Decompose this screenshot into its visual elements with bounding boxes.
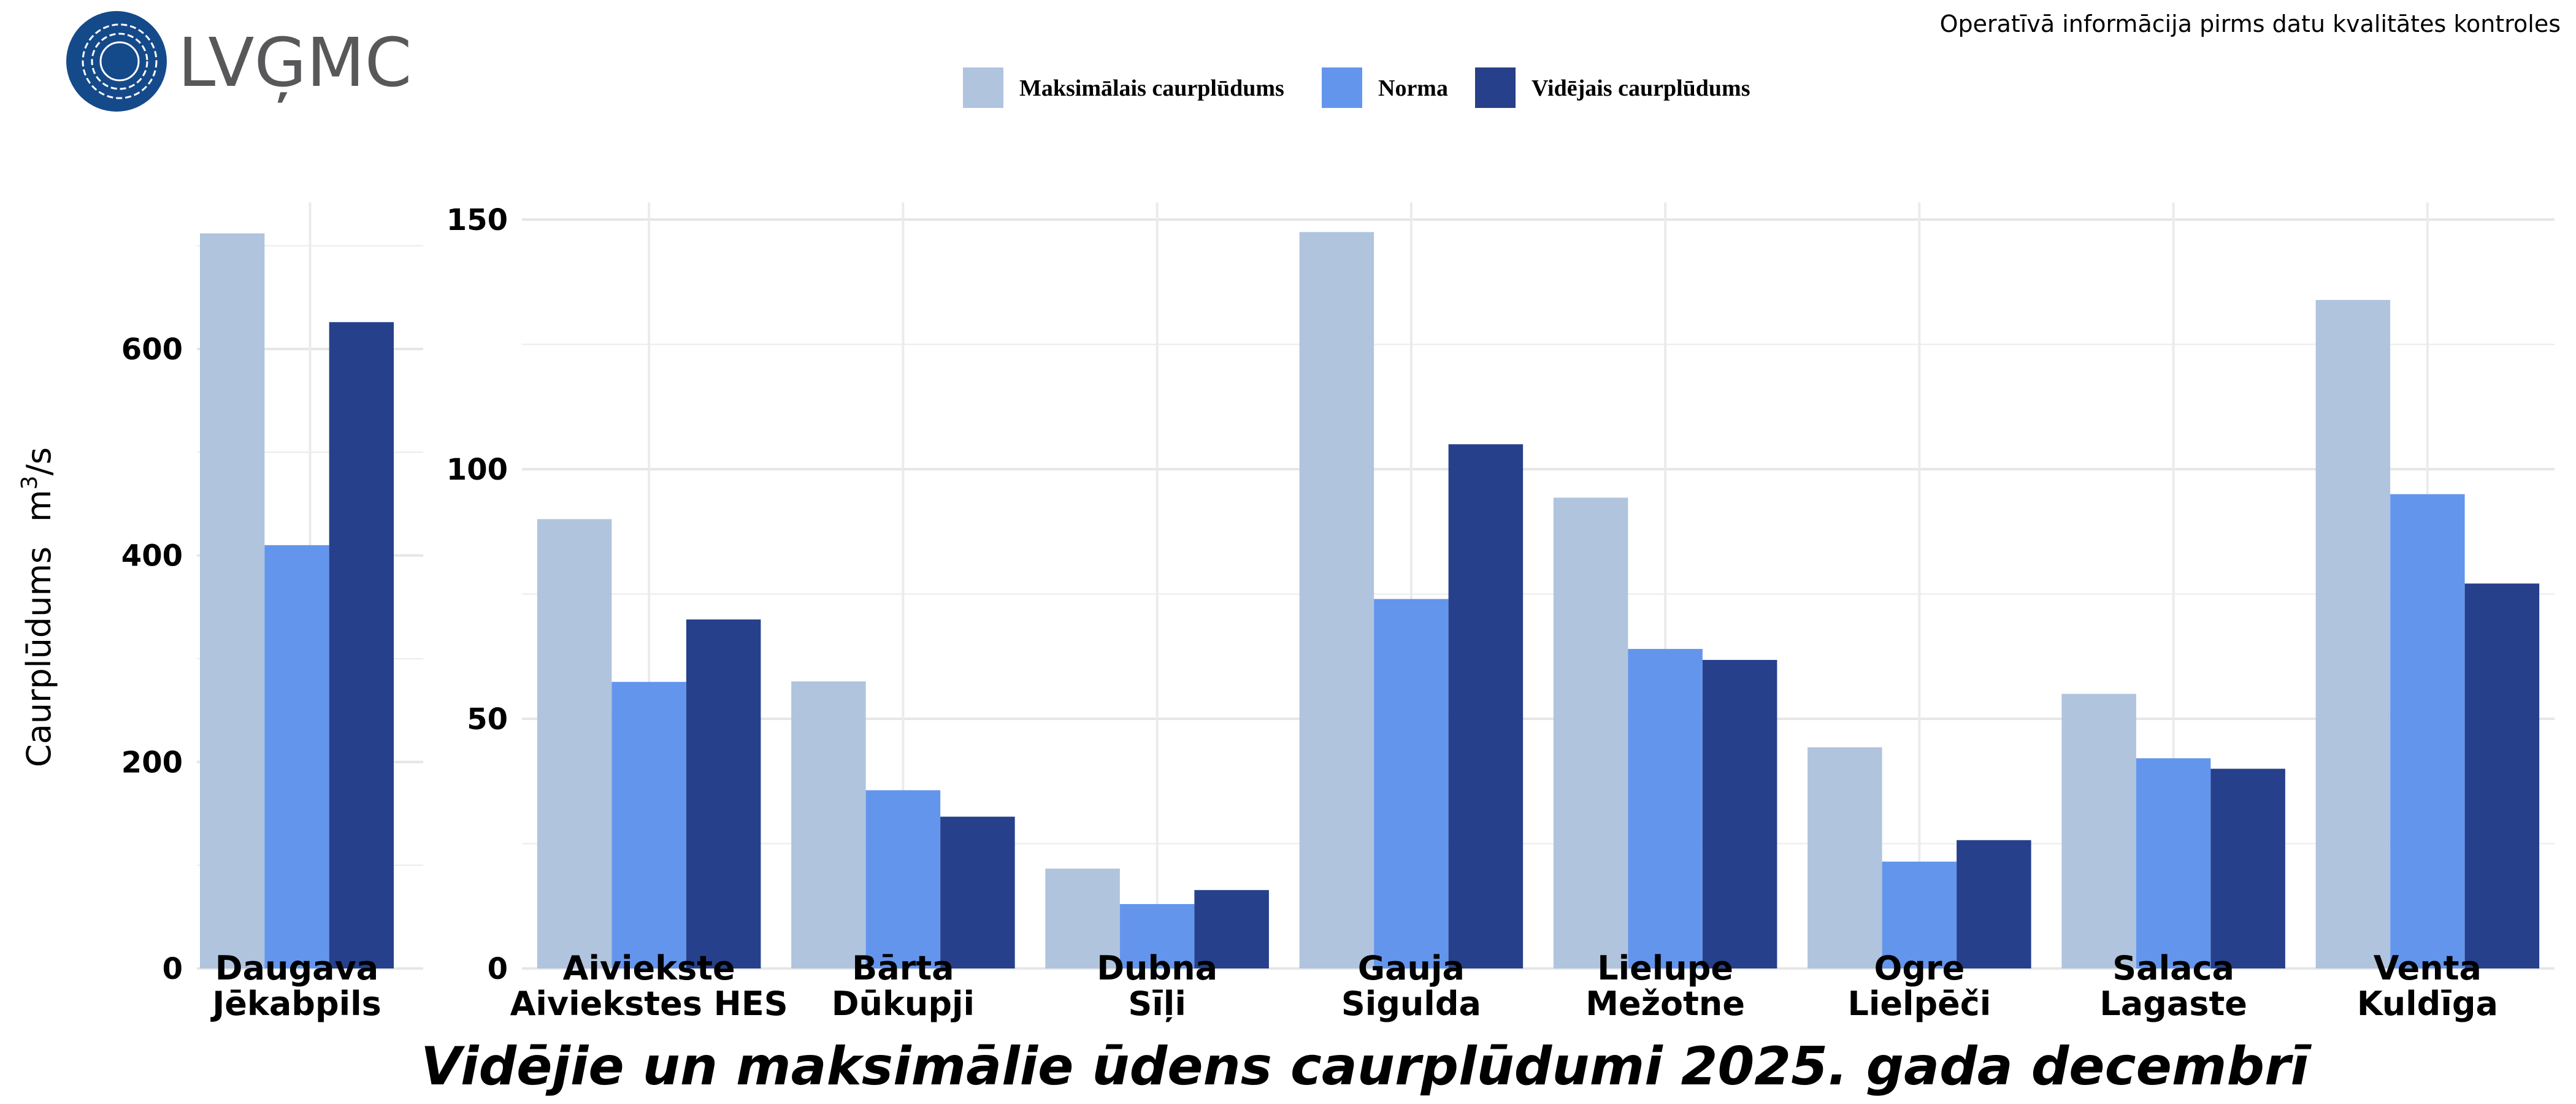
bar-gauja-2 [1448, 444, 1524, 968]
y-tick-label: 400 [121, 539, 183, 573]
bar-salaca-1 [2136, 758, 2211, 968]
y-tick-label: 150 [447, 203, 508, 237]
legend-label: Norma [1378, 75, 1448, 101]
x-tick-label: Jēkabpils [210, 984, 381, 1023]
bar-bārta-2 [940, 816, 1015, 968]
data-quality-note: Operatīvā informācija pirms datu kvalitā… [1940, 10, 2561, 37]
bar-aiviekste-0 [537, 519, 612, 968]
x-tick-label: Ogre [1874, 949, 1965, 987]
legend-label: Vidējais caurplūdums [1531, 75, 1750, 101]
x-tick-label: Daugava [215, 949, 378, 987]
x-tick-label: Sīļi [1128, 984, 1186, 1023]
y-tick-label: 200 [121, 745, 183, 780]
bar-dubna-0 [1045, 868, 1120, 968]
y-axis-label: Caurplūdumsm3/s [17, 447, 58, 767]
logo-emblem-icon [66, 11, 167, 112]
bar-daugava-0 [200, 233, 265, 968]
bar-lielupe-1 [1628, 649, 1703, 968]
y-tick-label: 0 [488, 952, 508, 986]
legend-swatch [1322, 67, 1362, 108]
bar-aiviekste-1 [611, 681, 686, 968]
bar-gauja-1 [1374, 599, 1449, 968]
bar-ogre-0 [1807, 747, 1882, 968]
bar-salaca-0 [2061, 694, 2136, 968]
x-tick-label: Aiviekstes HES [510, 984, 788, 1023]
bar-venta-0 [2315, 300, 2391, 969]
y-tick-label: 0 [163, 952, 183, 986]
x-tick-label: Lagaste [2099, 984, 2247, 1023]
chart-title: Vidējie un maksimālie ūdens caurplūdumi … [421, 1036, 2312, 1097]
y-tick-label: 50 [467, 702, 508, 737]
bar-daugava-2 [329, 322, 394, 968]
bar-dubna-1 [1119, 903, 1195, 968]
bar-gauja-0 [1299, 232, 1374, 969]
bar-lielupe-0 [1553, 497, 1628, 968]
x-tick-label: Aiviekste [563, 949, 735, 987]
x-tick-label: Venta [2374, 949, 2482, 987]
x-tick-label: Sigulda [1341, 984, 1481, 1023]
bar-ogre-2 [1957, 840, 2031, 968]
x-tick-label: Dūkupji [832, 984, 975, 1023]
bar-bārta-1 [865, 790, 941, 968]
x-tick-label: Kuldīga [2357, 984, 2498, 1023]
legend-label: Maksimālais caurplūdums [1019, 75, 1284, 101]
x-tick-label: Lielupe [1597, 949, 1733, 987]
bar-venta-1 [2390, 494, 2465, 968]
x-tick-label: Lielpēči [1847, 984, 1991, 1023]
logo: LVĢMC [66, 11, 412, 112]
x-tick-label: Bārta [852, 949, 954, 987]
legend-swatch [1475, 67, 1516, 108]
bar-bārta-0 [791, 681, 866, 968]
x-tick-label: Dubna [1097, 949, 1217, 987]
x-tick-label: Mežotne [1585, 984, 1745, 1023]
y-tick-label: 600 [121, 332, 183, 367]
bar-ogre-1 [1882, 861, 1957, 968]
bar-daugava-1 [264, 545, 329, 968]
bar-salaca-2 [2210, 769, 2285, 968]
legend: Maksimālais caurplūdums Norma Vidējais cau… [963, 67, 1750, 108]
bar-dubna-2 [1194, 890, 1269, 968]
bar-venta-2 [2464, 583, 2540, 968]
legend-swatch [963, 67, 1003, 108]
x-tick-label: Gauja [1358, 949, 1465, 987]
bar-aiviekste-2 [686, 619, 761, 968]
bar-lielupe-2 [1702, 659, 1777, 968]
x-tick-label: Salaca [2112, 949, 2234, 987]
logo-text: LVĢMC [178, 23, 412, 103]
y-tick-label: 100 [447, 453, 508, 487]
